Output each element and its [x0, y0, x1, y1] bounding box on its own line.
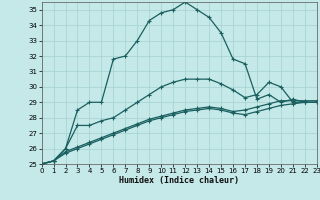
X-axis label: Humidex (Indice chaleur): Humidex (Indice chaleur) — [119, 176, 239, 185]
